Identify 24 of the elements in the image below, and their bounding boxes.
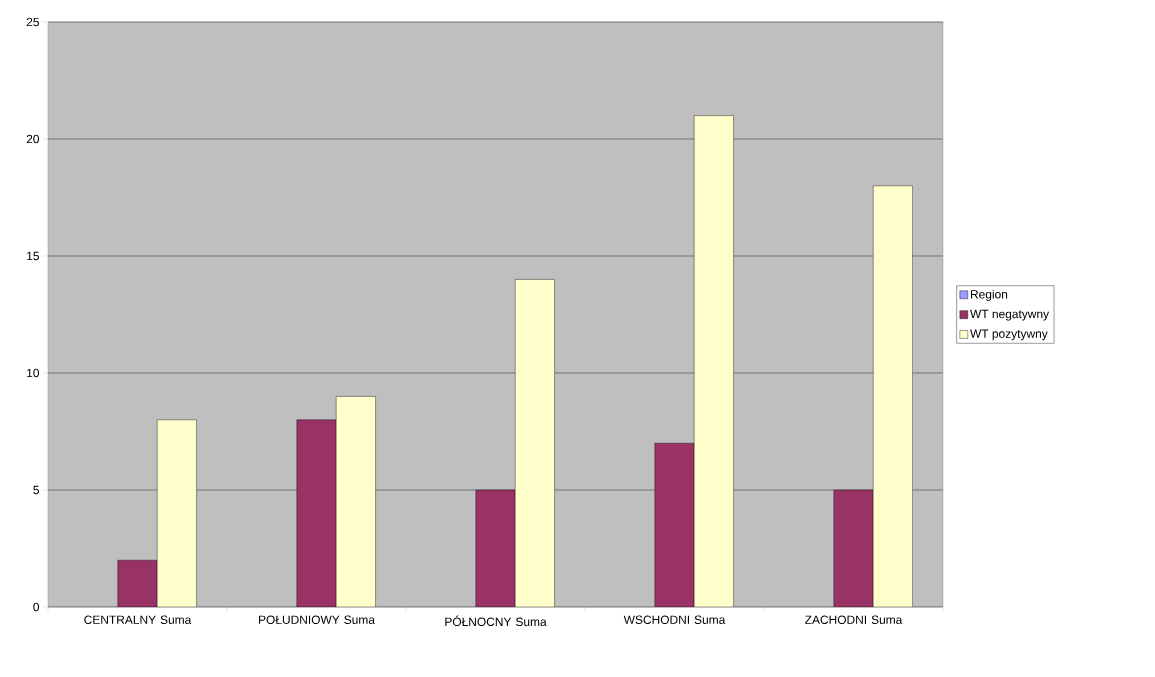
bar <box>117 560 158 607</box>
bar <box>335 396 376 607</box>
y-tick-label: 25 <box>26 17 39 27</box>
x-tick-label: POŁUDNIOWY Suma <box>259 615 375 624</box>
y-tick-label: 15 <box>27 251 39 261</box>
legend-label: WT negatywny <box>970 309 1050 321</box>
bar <box>694 115 734 607</box>
bar <box>833 489 874 607</box>
bar <box>296 419 337 607</box>
x-tick-label: ZACHODNI Suma <box>805 615 903 624</box>
legend-label: Region <box>971 289 1008 301</box>
bar <box>156 419 197 607</box>
y-tick-label: 0 <box>33 602 40 612</box>
x-tick-label: PÓŁNOCNY Suma <box>445 615 547 626</box>
bar <box>475 489 516 607</box>
bar <box>515 279 555 607</box>
x-tick-label: WSCHODNI Suma <box>623 615 726 624</box>
legend-label: WT pozytywny <box>970 329 1048 341</box>
y-tick-label: 20 <box>26 134 40 144</box>
bar <box>654 443 695 607</box>
bar <box>873 185 913 607</box>
x-tick-label: CENTRALNY Suma <box>84 615 192 624</box>
y-tick-label: 5 <box>33 485 39 495</box>
y-tick-label: 10 <box>27 368 40 378</box>
